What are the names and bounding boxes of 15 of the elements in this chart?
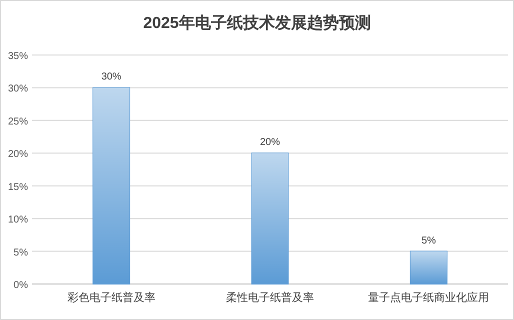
x-tick-label: 彩色电子纸普及率 [67,291,156,304]
x-tick-label: 柔性电子纸普及率 [226,291,314,304]
y-tick-label: 5% [14,247,28,258]
y-tick-label: 35% [8,51,28,62]
y-tick-label: 15% [8,182,28,193]
y-tick-label: 30% [8,84,28,95]
y-tick-label: 10% [8,214,28,226]
data-label: 5% [421,235,436,246]
data-label: 30% [101,72,122,83]
x-tick-label: 量子点电子纸商业化应用 [368,291,490,304]
y-tick-label: 20% [8,149,28,160]
chart-title: 2025年电子纸技术发展趋势预测 [143,14,371,32]
y-tick-label: 25% [8,116,28,128]
y-tick-label: 0% [14,280,28,291]
data-label: 20% [260,137,280,148]
